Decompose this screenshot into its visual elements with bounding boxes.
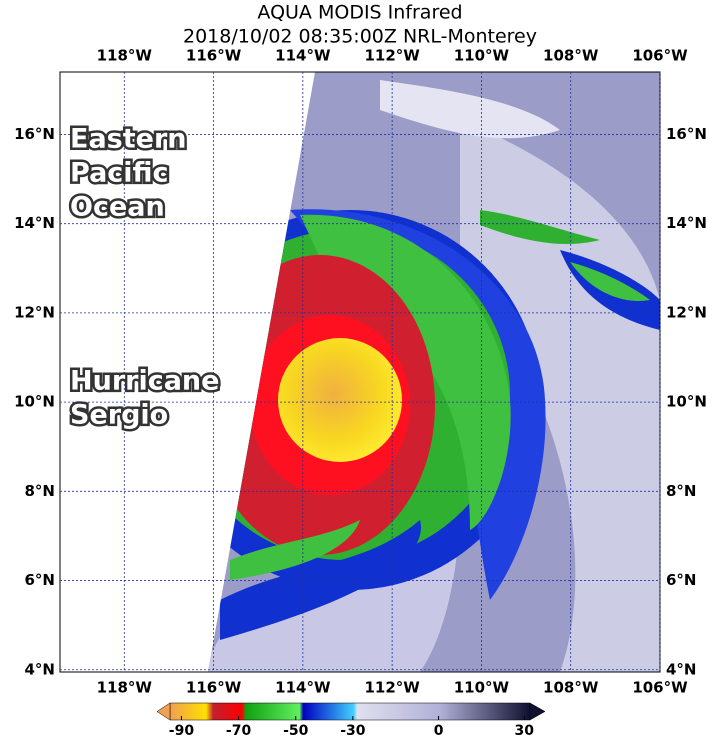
title-line: 2018/10/02 08:35:00Z NRL-Monterey [183, 26, 537, 48]
y-tick-label: 8°N [666, 482, 697, 500]
colorbar-arrow [529, 702, 546, 721]
annotation-line: Pacific [70, 158, 169, 189]
annotation-line: Sergio [70, 400, 168, 431]
y-tick-label: 12°N [666, 303, 707, 321]
y-tick-label: 4°N [25, 660, 56, 678]
y-tick-label: 14°N [14, 214, 55, 232]
x-tick-label: 118°W [97, 47, 153, 65]
colorbar-arrow [156, 702, 171, 721]
y-tick-label: 16°N [666, 125, 707, 143]
y-tick-label: 12°N [14, 303, 55, 321]
colorbar-tick-label: 30 [515, 723, 535, 739]
x-tick-label: 118°W [97, 679, 153, 697]
colorbar-tick-label: -70 [226, 723, 252, 739]
infrared-image [208, 72, 660, 672]
y-tick-label: 6°N [666, 571, 697, 589]
annotation-line: Hurricane [70, 366, 219, 397]
annotation-line: Ocean [70, 192, 165, 223]
x-tick-label: 110°W [454, 47, 510, 65]
colorbar-tick-label: -90 [169, 723, 195, 739]
x-tick-label: 116°W [186, 679, 242, 697]
y-tick-label: 6°N [25, 571, 56, 589]
x-tick-label: 112°W [364, 47, 420, 65]
y-tick-label: 8°N [25, 482, 56, 500]
title-line: AQUA MODIS Infrared [257, 2, 462, 24]
y-tick-label: 10°N [14, 393, 55, 411]
colorbar: -90 -70 -50 -30 0 30 [156, 702, 546, 739]
y-tick-label: 4°N [666, 660, 697, 678]
x-tick-label: 112°W [364, 679, 420, 697]
colorbar-bar [169, 702, 531, 721]
colorbar-tick-label: 0 [434, 723, 444, 739]
x-tick-label: 108°W [543, 679, 599, 697]
x-tick-label: 110°W [454, 679, 510, 697]
y-tick-label: 14°N [666, 214, 707, 232]
annotation-line: Eastern [70, 124, 187, 155]
x-tick-label: 116°W [186, 47, 242, 65]
colorbar-tick-label: -30 [340, 723, 366, 739]
graticule: 118°W 118°W 116°W 116°W 114°W 114°W 112°W 112°W… [14, 47, 707, 697]
x-tick-label: 108°W [543, 47, 599, 65]
y-tick-label: 16°N [14, 125, 55, 143]
x-tick-label: 106°W [632, 679, 688, 697]
title: AQUA MODIS Infrared 2018/10/02 08:35:00Z… [183, 2, 537, 48]
y-tick-label: 10°N [666, 393, 707, 411]
x-tick-label: 114°W [275, 47, 331, 65]
colorbar-tick-label: -50 [283, 723, 309, 739]
x-tick-label: 106°W [632, 47, 688, 65]
x-tick-label: 114°W [275, 679, 331, 697]
